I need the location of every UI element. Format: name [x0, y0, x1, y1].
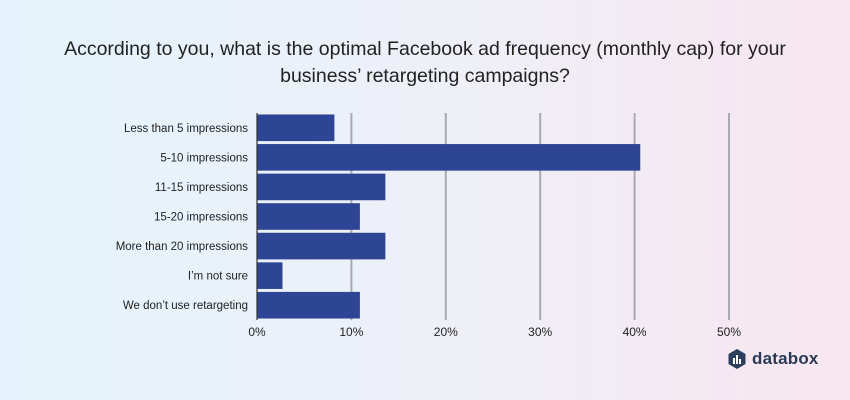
- x-tick-label-5: 50%: [717, 325, 741, 339]
- brand-name: databox: [752, 349, 819, 368]
- bar-5: [257, 262, 283, 289]
- databox-brand: databox: [728, 349, 819, 369]
- x-tick-label-0: 0%: [248, 325, 266, 339]
- chart-title-line-2: business’ retargeting campaigns?: [280, 65, 570, 87]
- bar-6: [257, 291, 360, 319]
- bar-4: [257, 232, 386, 260]
- x-tick-label-4: 40%: [623, 325, 647, 339]
- bar-0: [257, 114, 335, 142]
- databox-logo-icon: [728, 349, 746, 369]
- category-label-5: I’m not sure: [188, 271, 248, 283]
- chart-title-line-1: According to you, what is the optimal Fa…: [64, 38, 786, 60]
- category-label-6: We don’t use retargeting: [123, 300, 248, 312]
- category-label-4: More than 20 impressions: [116, 241, 249, 253]
- bar-3: [257, 203, 360, 230]
- category-label-1: 5-10 impressions: [160, 152, 248, 164]
- category-label-2: 11-15 impressions: [155, 182, 248, 194]
- bar-2: [257, 173, 386, 201]
- x-tick-label-1: 10%: [339, 325, 363, 339]
- bar-1: [257, 144, 641, 171]
- chart-title: According to you, what is the optimal Fa…: [0, 36, 850, 90]
- x-tick-label-2: 20%: [434, 325, 458, 339]
- x-tick-label-3: 30%: [528, 325, 552, 339]
- category-label-0: Less than 5 impressions: [124, 123, 248, 135]
- category-label-3: 15-20 impressions: [154, 212, 248, 224]
